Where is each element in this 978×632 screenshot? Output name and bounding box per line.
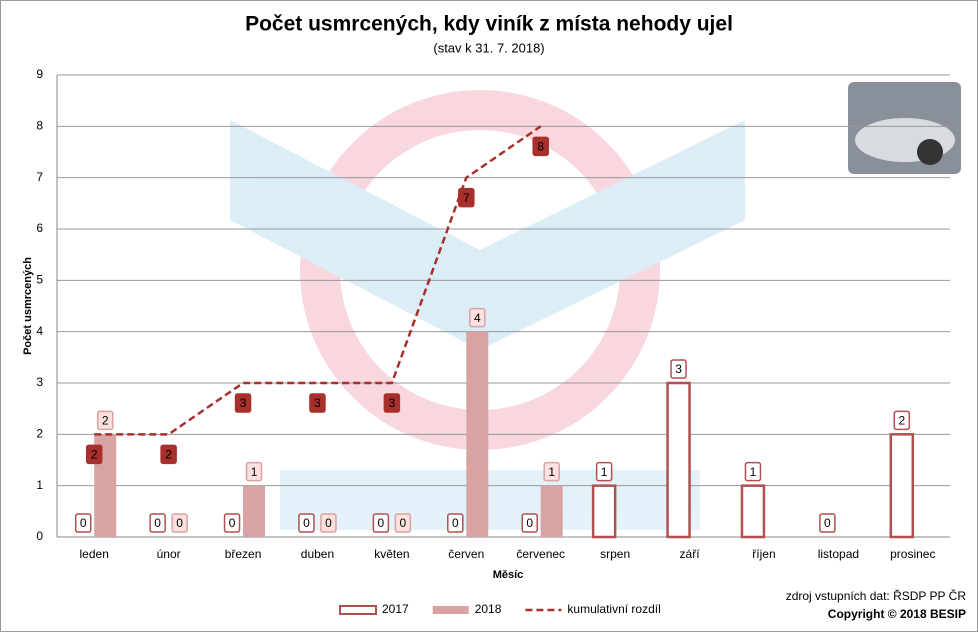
data-label-box — [744, 461, 762, 482]
data-label-box — [160, 444, 177, 465]
data-label-box — [469, 307, 486, 328]
chart-subtitle: (stav k 31. 7. 2018) — [433, 40, 544, 55]
bar — [591, 484, 617, 539]
x-tick-label: říjen — [752, 547, 775, 561]
data-label: 1 — [750, 465, 757, 479]
data-label-box — [383, 393, 401, 413]
data-label: 0 — [229, 516, 236, 530]
data-label: 0 — [325, 516, 332, 530]
x-tick-label: červen — [448, 547, 484, 561]
line — [94, 125, 542, 436]
data-label: 1 — [548, 465, 555, 479]
y-tick-label: 5 — [36, 273, 43, 287]
y-tick-label: 4 — [36, 324, 43, 338]
data-label: 2 — [91, 448, 98, 462]
legend-swatch — [339, 605, 377, 615]
y-tick-label: 9 — [36, 67, 43, 81]
data-label-box — [543, 461, 560, 482]
data-label: 0 — [303, 516, 310, 530]
data-label-box — [447, 513, 464, 533]
source-note: zdroj vstupních dat: ŘSDP PP ČR — [786, 588, 967, 603]
x-tick-label: duben — [301, 547, 334, 561]
data-label-box — [532, 136, 549, 157]
watermark-band — [280, 470, 700, 530]
data-label: 8 — [537, 140, 544, 154]
data-label-box — [74, 513, 92, 533]
data-label: 3 — [675, 362, 682, 376]
data-label: 4 — [474, 311, 481, 325]
data-label: 0 — [80, 516, 87, 530]
y-tick-label: 2 — [36, 427, 43, 441]
x-tick-label: srpen — [600, 547, 630, 561]
data-label-box — [96, 410, 114, 431]
data-label: 0 — [400, 516, 407, 530]
data-label-box — [819, 513, 836, 533]
bar — [740, 484, 766, 539]
chart-title: Počet usmrcených, kdy viník z místa neho… — [245, 13, 733, 36]
data-label-box — [85, 444, 103, 465]
data-label-box — [245, 461, 263, 482]
photo-wheel — [917, 139, 943, 165]
data-label: 0 — [378, 516, 385, 530]
legend-label: kumulativní rozdíl — [567, 602, 660, 616]
data-label-box — [223, 513, 241, 533]
y-tick-label: 8 — [36, 119, 43, 133]
data-label: 0 — [824, 516, 831, 530]
bar — [466, 331, 489, 537]
data-label-box — [171, 513, 188, 533]
x-tick-label: září — [680, 547, 701, 561]
data-label: 2 — [165, 448, 172, 462]
data-label: 0 — [154, 516, 161, 530]
data-label-box — [595, 461, 613, 482]
x-tick-label: červenec — [516, 547, 565, 561]
data-label: 2 — [102, 414, 109, 428]
x-tick-label: leden — [80, 547, 109, 561]
x-tick-label: březen — [225, 547, 262, 561]
x-tick-label: listopad — [818, 547, 859, 561]
data-label: 7 — [463, 191, 470, 205]
data-label: 2 — [898, 414, 905, 428]
data-label: 1 — [601, 465, 608, 479]
data-label: 0 — [176, 516, 183, 530]
data-label-box — [372, 513, 390, 533]
data-label-box — [320, 513, 337, 533]
x-tick-label: únor — [157, 547, 181, 561]
watermark-chevron — [230, 120, 745, 350]
y-tick-label: 3 — [36, 375, 43, 389]
bar — [666, 381, 691, 539]
data-label: 3 — [389, 396, 396, 410]
data-label: 1 — [251, 465, 258, 479]
data-label: 3 — [314, 396, 321, 410]
bar — [540, 485, 563, 537]
data-label-box — [521, 513, 538, 533]
legend-swatch — [432, 606, 469, 614]
y-tick-label: 6 — [36, 221, 43, 235]
copyright: Copyright © 2018 BESIP — [828, 607, 966, 621]
data-label-box — [394, 513, 412, 533]
data-label-box — [298, 513, 315, 533]
data-label-box — [234, 393, 252, 413]
bar — [243, 485, 266, 537]
data-label-box — [893, 410, 911, 431]
data-label-box — [670, 359, 687, 379]
data-label-box — [149, 513, 166, 533]
data-label-box — [458, 187, 475, 208]
y-tick-label: 1 — [36, 478, 43, 492]
y-axis-title: Počet usmrcených — [22, 257, 34, 355]
data-label: 3 — [240, 396, 247, 410]
legend-label: 2017 — [382, 602, 409, 616]
photo — [848, 82, 961, 174]
data-label-box — [309, 393, 326, 413]
x-tick-label: květen — [374, 547, 409, 561]
x-tick-label: prosinec — [890, 547, 935, 561]
data-label: 0 — [452, 516, 459, 530]
data-label: 0 — [526, 516, 533, 530]
y-tick-label: 7 — [36, 170, 43, 184]
y-tick-label: 0 — [36, 529, 43, 543]
x-axis-title: Měsíc — [493, 569, 524, 581]
legend-label: 2018 — [475, 602, 502, 616]
bar — [889, 433, 915, 539]
